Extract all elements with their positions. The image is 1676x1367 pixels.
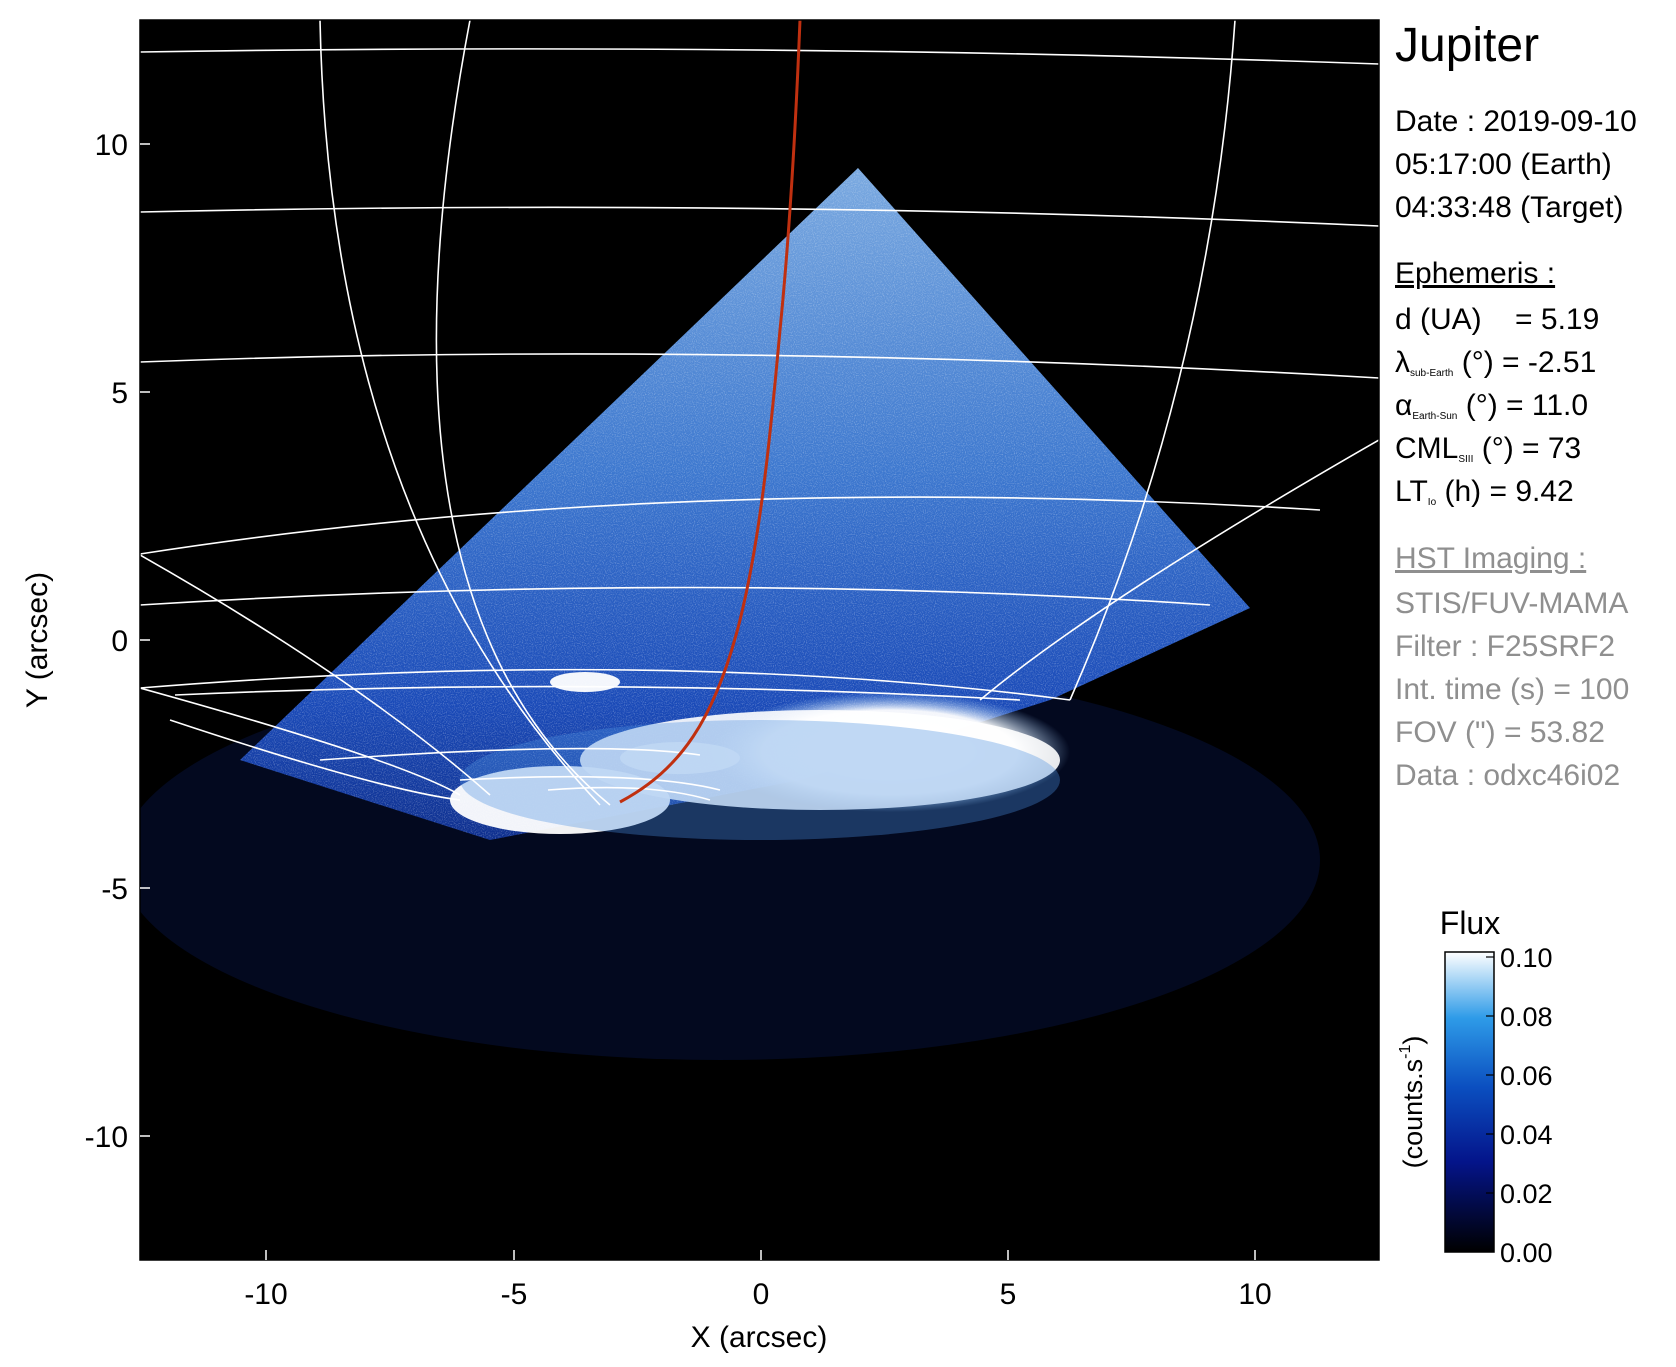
- hst-instrument: STIS/FUV-MAMA: [1395, 587, 1629, 620]
- y-axis-label: Y (arcsec): [21, 572, 54, 708]
- hst-heading: HST Imaging :: [1395, 542, 1587, 575]
- colorbar: Flux 0.10 0.08 0.06 0.04 0.02 0.00 (coun…: [1397, 905, 1553, 1268]
- x-tick-label: -10: [244, 1278, 287, 1311]
- aurora-west-patch: [450, 766, 670, 834]
- x-tick-label: 10: [1238, 1278, 1271, 1311]
- colorbar-tick: 0.06: [1500, 1061, 1553, 1091]
- y-tick-label: -5: [101, 873, 128, 906]
- colorbar-tick: 0.00: [1500, 1238, 1553, 1268]
- aurora-glow: [460, 720, 1060, 840]
- ephemeris-sub-earth-lat: λsub-Earth (°) = -2.51: [1395, 346, 1597, 379]
- x-tick-label: -5: [501, 1278, 528, 1311]
- ephemeris-phase-angle: αEarth-Sun (°) = 11.0: [1395, 389, 1589, 422]
- colorbar-tick: 0.04: [1500, 1120, 1553, 1150]
- x-axis-label: X (arcsec): [691, 1321, 828, 1354]
- colorbar-tick: 0.10: [1500, 943, 1553, 973]
- x-tick-label: 5: [1000, 1278, 1017, 1311]
- axis-ticks: [140, 143, 1256, 1260]
- hst-fov: FOV (") = 53.82: [1395, 716, 1605, 749]
- date-line: Date : 2019-09-10: [1395, 105, 1637, 138]
- colorbar-tick: 0.02: [1500, 1179, 1553, 1209]
- y-tick-label: 0: [111, 625, 128, 658]
- earth-time: 05:17:00 (Earth): [1395, 148, 1612, 181]
- y-tick-label: 5: [111, 377, 128, 410]
- ephemeris-heading: Ephemeris :: [1395, 257, 1556, 290]
- hst-data-id: Data : odxc46i02: [1395, 759, 1621, 792]
- ephemeris-distance: d (UA) = 5.19: [1395, 303, 1600, 336]
- colorbar-tick: 0.08: [1500, 1002, 1553, 1032]
- colorbar-gradient: [1444, 951, 1495, 1253]
- y-tick-label: 10: [95, 129, 128, 162]
- wedge-noise: [240, 168, 1250, 840]
- aurora-left-knot: [550, 672, 620, 692]
- hst-int-time: Int. time (s) = 100: [1395, 673, 1630, 706]
- x-tick-label: 0: [753, 1278, 770, 1311]
- target-time: 04:33:48 (Target): [1395, 191, 1624, 224]
- target-name: Jupiter: [1395, 19, 1540, 72]
- y-tick-label: -10: [85, 1121, 128, 1154]
- colorbar-title: Flux: [1440, 905, 1500, 941]
- lat-lon-grid: [140, 20, 1379, 806]
- ephemeris-local-time: LTIo (h) = 9.42: [1395, 475, 1574, 508]
- hst-filter: Filter : F25SRF2: [1395, 630, 1616, 663]
- ephemeris-cml: CMLSIII (°) = 73: [1395, 432, 1582, 465]
- io-footprint-line: [619, 20, 802, 804]
- colorbar-unit-label: (counts.s-1): [1397, 1036, 1428, 1169]
